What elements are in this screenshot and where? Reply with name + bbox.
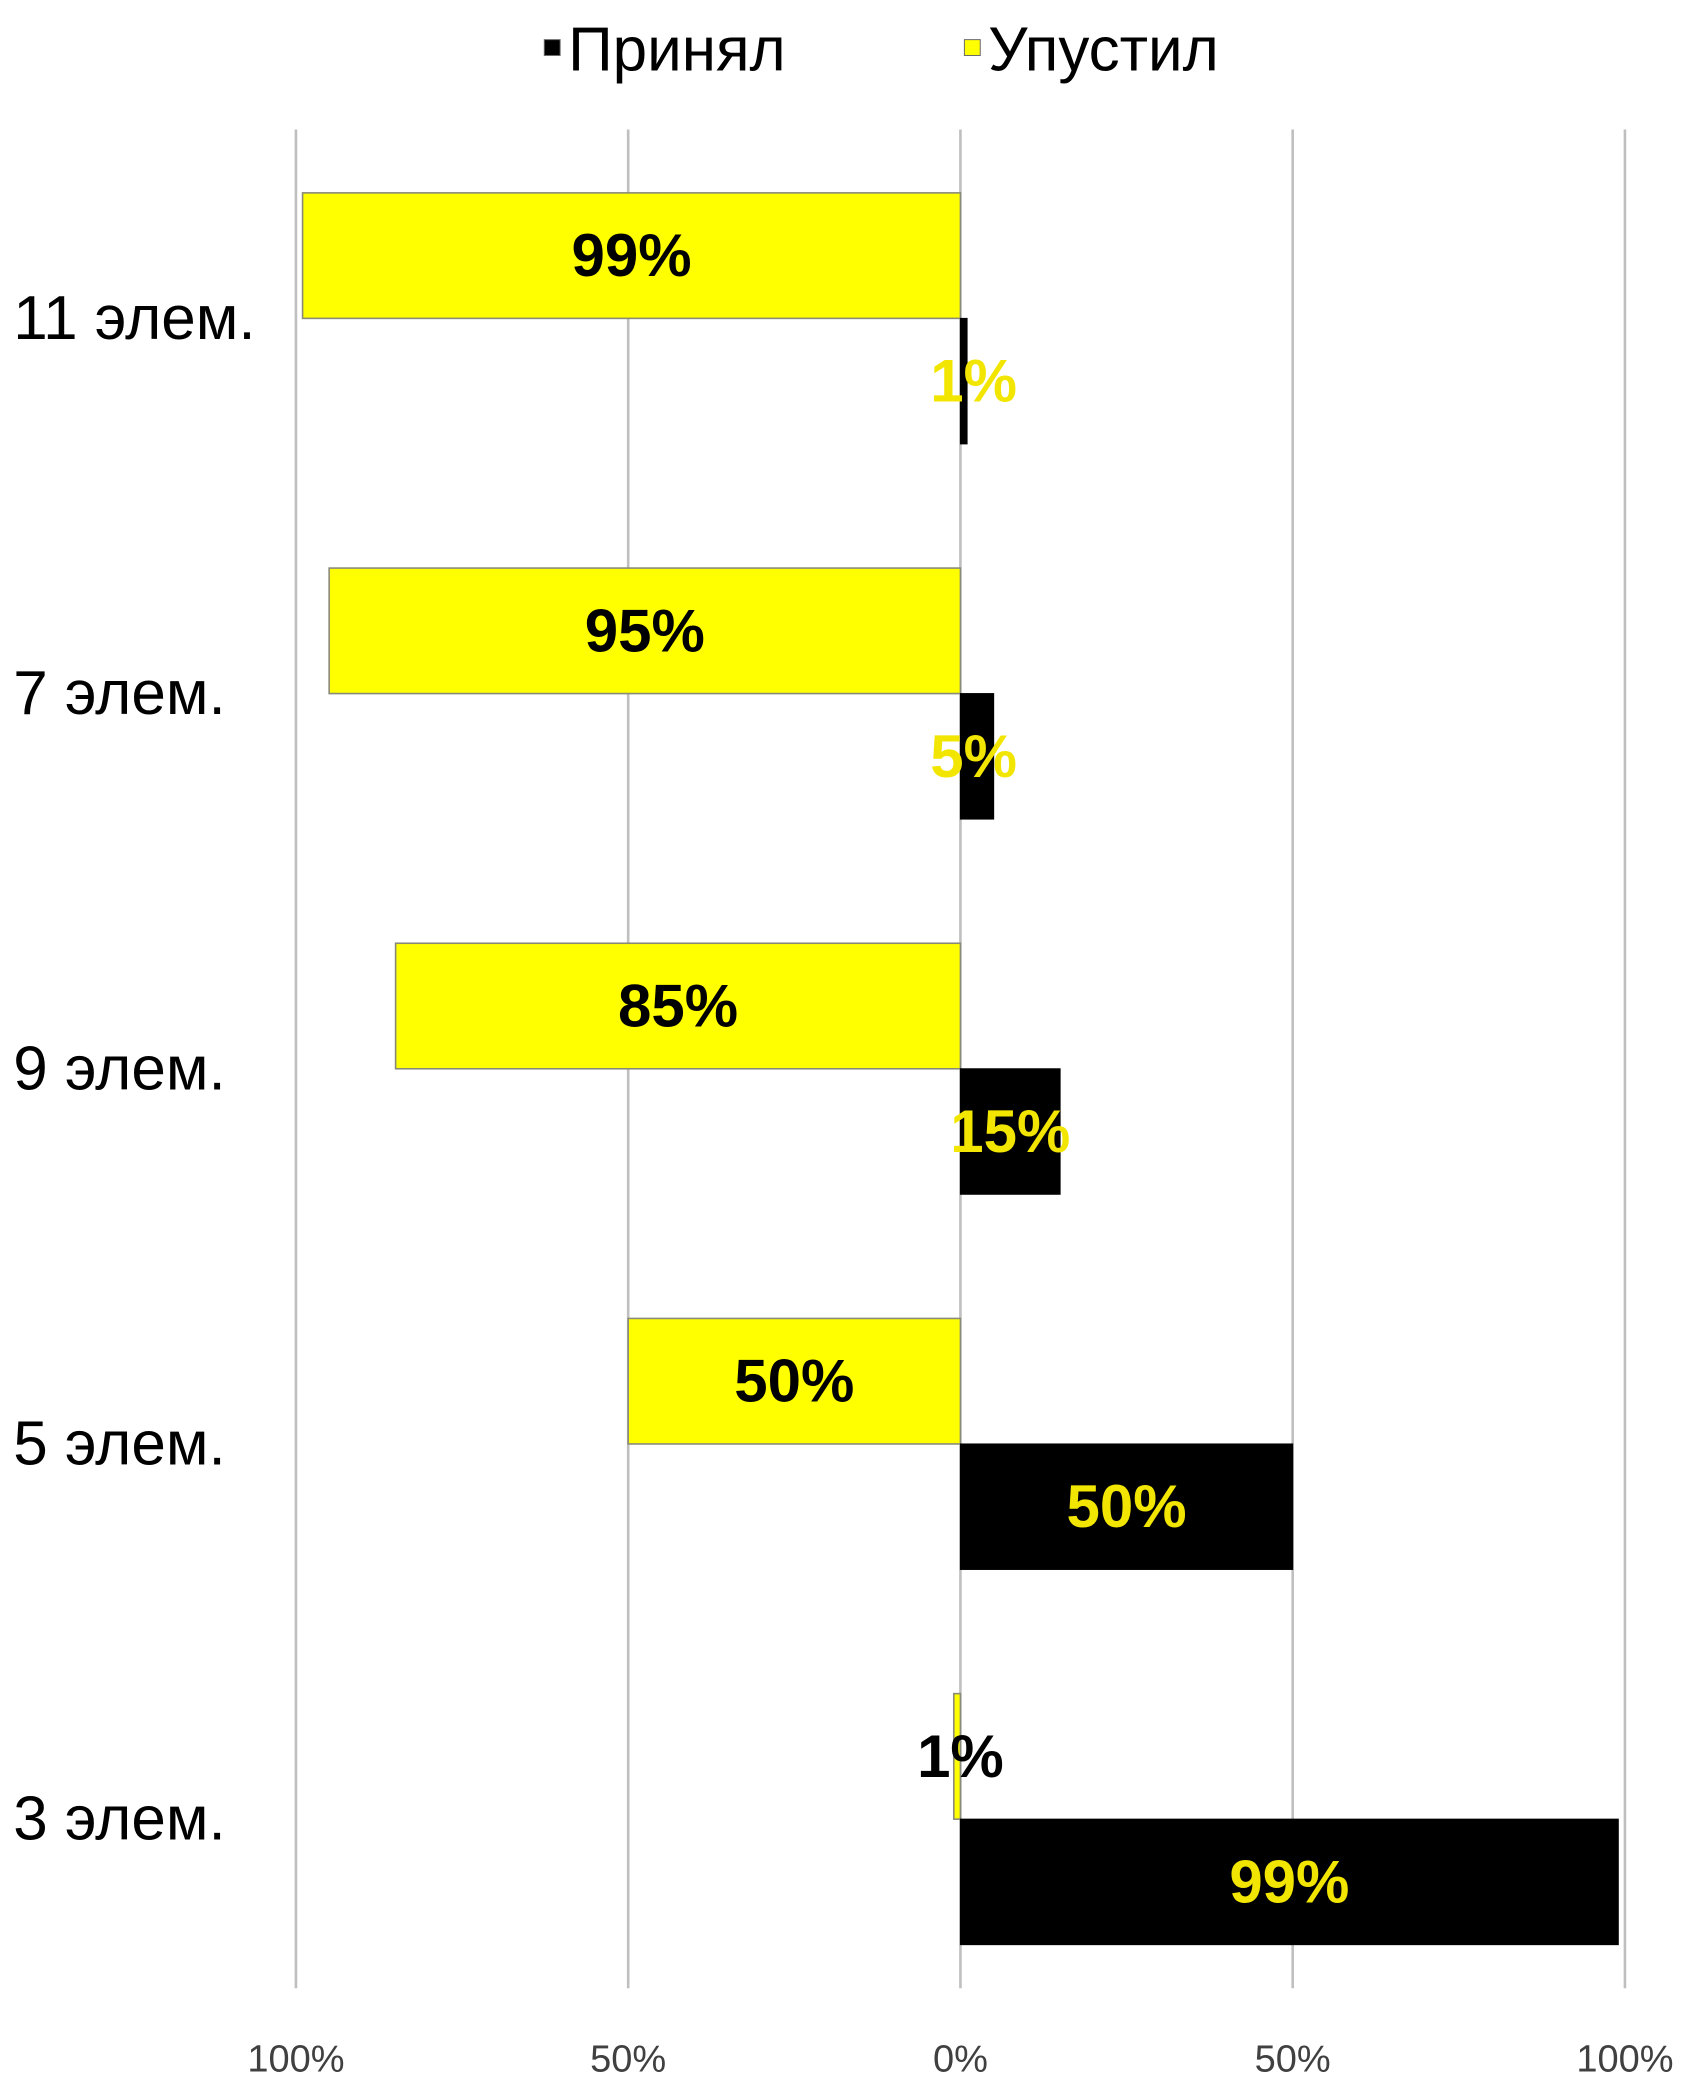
legend-item-missed: Упустил [988, 16, 1219, 85]
data-label-accepted: 5% [930, 723, 1017, 790]
bar-accepted [959, 693, 995, 820]
bar-missed [328, 567, 962, 695]
bar-missed [394, 942, 962, 1070]
x-tick-label: 100% [247, 2038, 344, 2079]
x-tick-label: 50% [590, 2038, 666, 2079]
data-label-accepted: 15% [950, 1098, 1070, 1165]
data-label-accepted: 1% [930, 348, 1017, 415]
x-tick-label: 0% [933, 2038, 988, 2079]
bar-accepted [959, 1443, 1294, 1570]
x-tick-label: 100% [1576, 2038, 1673, 2079]
bar-missed [301, 192, 962, 320]
data-label-missed: 95% [585, 597, 705, 664]
bar-accepted [959, 1818, 1619, 1946]
legend-item-accepted: Принял [568, 16, 786, 85]
category-label: 11 элем. [13, 284, 255, 353]
x-tick-label: 50% [1255, 2038, 1331, 2079]
data-label-missed: 1% [917, 1723, 1004, 1790]
data-label-accepted: 50% [1067, 1473, 1187, 1540]
data-label-missed: 99% [571, 222, 691, 289]
category-label: 5 элем. [13, 1409, 226, 1478]
bar-missed [952, 1692, 962, 1820]
data-label-missed: 50% [734, 1348, 854, 1415]
bar-accepted [959, 1068, 1061, 1195]
category-label: 3 элем. [13, 1785, 226, 1854]
bar-accepted [959, 317, 968, 445]
bar-missed [627, 1317, 962, 1445]
category-label: 7 элем. [13, 659, 226, 728]
data-label-missed: 85% [618, 973, 738, 1040]
data-label-accepted: 99% [1229, 1848, 1349, 1915]
legend-swatch [963, 39, 981, 56]
legend-swatch [543, 39, 561, 56]
category-label: 9 элем. [13, 1034, 226, 1103]
